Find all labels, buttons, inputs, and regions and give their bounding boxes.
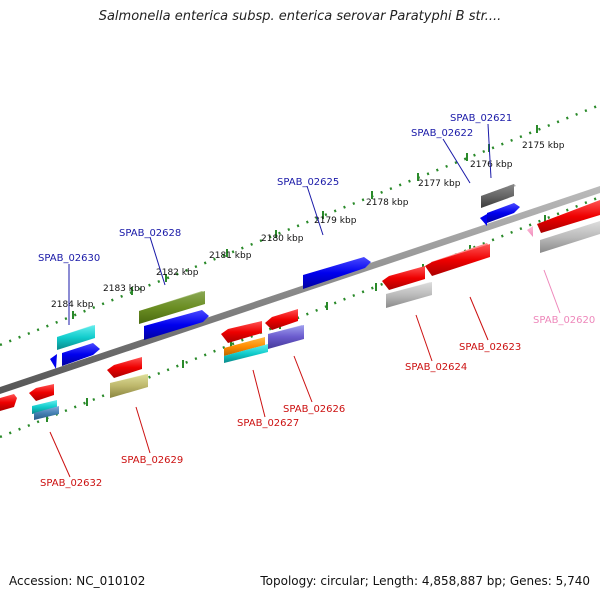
label-leader-lines [49,123,561,478]
scale-label-2176: 2176 kbp [470,160,513,170]
gene-spab-02629[interactable] [107,357,148,398]
scale-label-2183: 2183 kbp [103,284,146,294]
label-spab-02628[interactable]: SPAB_02628 [119,228,181,239]
gene-right-upper-red[interactable] [537,200,600,233]
scale-label-2177: 2177 kbp [418,179,461,189]
gene-spab-02624[interactable] [382,266,432,308]
scale-label-2184: 2184 kbp [51,300,94,310]
gene-spab-02620[interactable] [527,221,600,253]
label-spab-02632[interactable]: SPAB_02632 [40,478,102,489]
label-spab-02622[interactable]: SPAB_02622 [411,128,473,139]
label-spab-02620[interactable]: SPAB_02620 [533,315,595,326]
gene-spab-02621[interactable] [481,184,516,208]
scale-label-2178: 2178 kbp [366,198,409,208]
label-spab-02630[interactable]: SPAB_02630 [38,253,100,264]
scale-label-2175: 2175 kbp [522,141,565,151]
gene-spab-02632[interactable] [29,384,59,420]
genome-title: Salmonella enterica subsp. enterica sero… [98,9,502,24]
label-spab-02625[interactable]: SPAB_02625 [277,177,339,188]
scale-label-2179: 2179 kbp [314,216,357,226]
upper-major-ticks [72,125,538,319]
label-spab-02629[interactable]: SPAB_02629 [121,455,183,466]
gene-spab-02626[interactable] [265,309,304,349]
scale-label-2182: 2182 kbp [156,268,199,278]
label-spab-02621[interactable]: SPAB_02621 [450,113,512,124]
label-spab-02624[interactable]: SPAB_02624 [405,362,467,373]
gene-spab-02627[interactable] [221,321,268,363]
scale-label-2180: 2180 kbp [261,234,304,244]
scale-label-2181: 2181 kbp [209,251,252,261]
genome-backbone [0,186,600,394]
label-spab-02627[interactable]: SPAB_02627 [237,418,299,429]
label-spab-02626[interactable]: SPAB_02626 [283,404,345,415]
gene-left-red[interactable] [0,394,17,411]
gene-spab-02622[interactable] [480,203,520,226]
gene-spab-02623[interactable] [425,243,490,276]
accession-text: Accession: NC_010102 [9,574,146,588]
gene-spab-02625[interactable] [303,257,371,289]
lower-scale-track [0,195,600,439]
genome-summary-text: Topology: circular; Length: 4,858,887 bp… [260,574,590,588]
gene-spab-02628[interactable] [139,291,209,340]
label-spab-02623[interactable]: SPAB_02623 [459,342,521,353]
gene-spab-02630[interactable] [50,325,100,369]
